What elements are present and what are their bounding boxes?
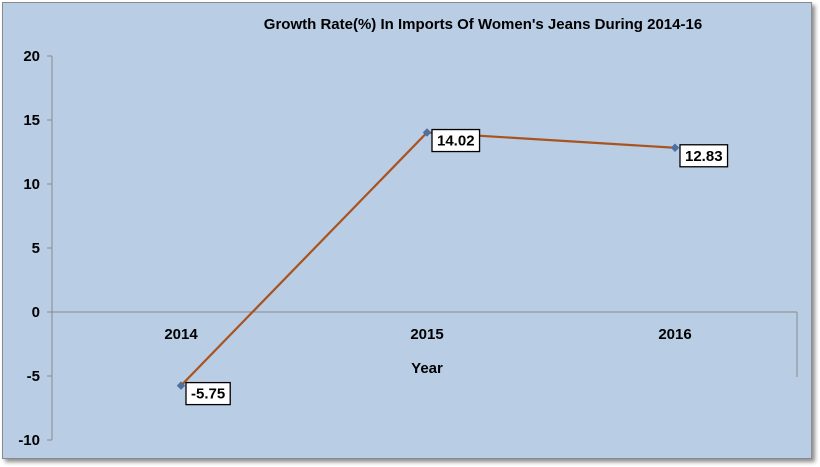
data-point (176, 381, 186, 390)
y-tick-label: -10 (18, 432, 40, 449)
x-tick-label: 2015 (410, 326, 443, 343)
data-label-text: 12.83 (685, 148, 723, 165)
y-tick-label: 0 (32, 304, 40, 321)
x-tick-label: 2016 (658, 326, 691, 343)
series-layer (176, 128, 680, 390)
data-label-box (185, 381, 231, 406)
y-tick-label: 20 (23, 48, 40, 65)
y-tick-label: -5 (27, 368, 40, 385)
x-axis-title: Year (411, 360, 443, 377)
chart-title: Growth Rate(%) In Imports Of Women's Jea… (264, 16, 702, 33)
y-tick-label: 15 (23, 112, 40, 129)
y-ticks: 20 15 10 5 0 -5 -10 (18, 48, 52, 449)
series-line (180, 131, 676, 387)
y-tick-label: 5 (32, 240, 40, 257)
data-point (670, 143, 680, 153)
data-label-text: 14.02 (437, 133, 475, 150)
data-label-box (431, 128, 481, 153)
data-label-text: -5.75 (191, 386, 225, 403)
data-label: -5.75 (185, 381, 231, 406)
data-labels-layer: -5.75 14.02 12.83 (185, 128, 729, 406)
x-ticks: 2014 2015 2016 (164, 326, 691, 343)
chart-frame: Growth Rate(%) In Imports Of Women's Jea… (2, 2, 812, 459)
data-label: 14.02 (431, 128, 481, 153)
data-label-box (679, 144, 729, 168)
x-tick-label: 2014 (164, 326, 198, 343)
chart-svg: Growth Rate(%) In Imports Of Women's Jea… (18, 16, 798, 449)
y-tick-label: 10 (23, 176, 40, 193)
data-label: 12.83 (679, 144, 729, 168)
